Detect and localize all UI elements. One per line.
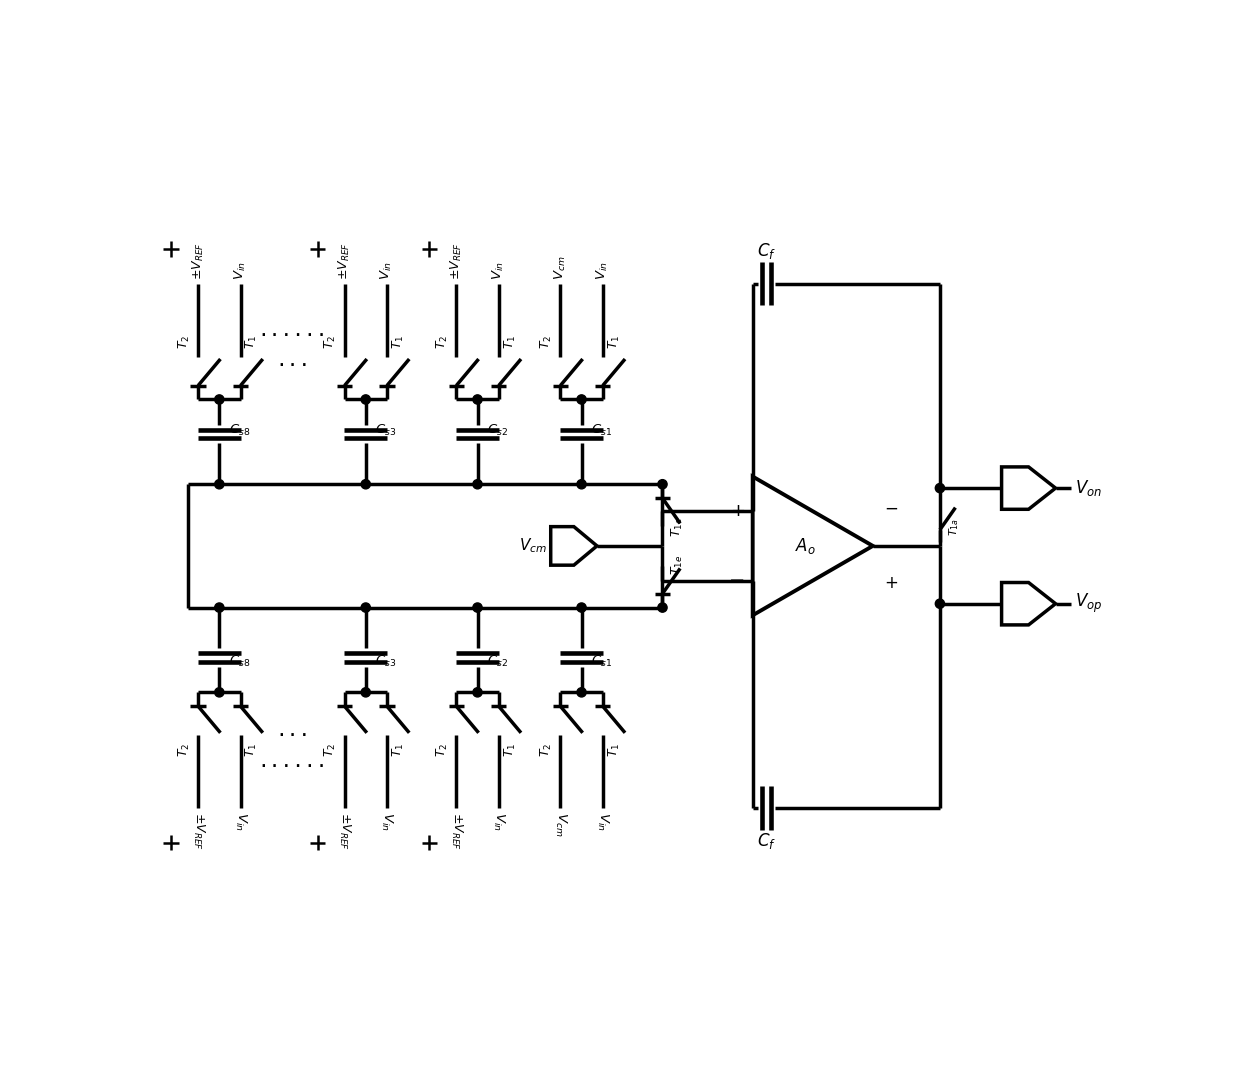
Text: +: + bbox=[884, 574, 898, 592]
Text: $V_{cm}$: $V_{cm}$ bbox=[553, 255, 568, 280]
Text: $T_{1a}$: $T_{1a}$ bbox=[947, 518, 961, 535]
Text: $A_o$: $A_o$ bbox=[795, 536, 816, 556]
Text: $V_{in}$: $V_{in}$ bbox=[233, 262, 248, 280]
Text: $C_{s1}$: $C_{s1}$ bbox=[590, 423, 611, 438]
Text: $C_f$: $C_f$ bbox=[756, 831, 776, 851]
Circle shape bbox=[472, 688, 482, 697]
Circle shape bbox=[215, 688, 224, 697]
Text: $V_{in}$: $V_{in}$ bbox=[379, 812, 394, 830]
Text: $T_2$: $T_2$ bbox=[322, 743, 339, 758]
Text: $V_{in}$: $V_{in}$ bbox=[595, 812, 610, 830]
Text: $T_{1e}$: $T_{1e}$ bbox=[670, 517, 686, 537]
Text: $T_1$: $T_1$ bbox=[502, 334, 517, 349]
Text: $V_{in}$: $V_{in}$ bbox=[379, 262, 394, 280]
Text: $V_{on}$: $V_{on}$ bbox=[1075, 478, 1102, 498]
Text: $T_2$: $T_2$ bbox=[538, 334, 554, 349]
Text: $T_2$: $T_2$ bbox=[322, 334, 339, 349]
Text: $T_2$: $T_2$ bbox=[176, 743, 192, 758]
Text: $T_2$: $T_2$ bbox=[538, 743, 554, 758]
Text: $T_2$: $T_2$ bbox=[176, 334, 192, 349]
Text: $C_{s2}$: $C_{s2}$ bbox=[487, 423, 507, 438]
Circle shape bbox=[577, 603, 587, 612]
Text: $\pm V_{REF}$: $\pm V_{REF}$ bbox=[449, 812, 464, 850]
Circle shape bbox=[361, 395, 371, 404]
Text: $V_{in}$: $V_{in}$ bbox=[233, 812, 248, 830]
Text: $V_{cm}$: $V_{cm}$ bbox=[553, 812, 568, 837]
Text: ......: ...... bbox=[257, 752, 327, 771]
Text: $V_{in}$: $V_{in}$ bbox=[491, 262, 506, 280]
Text: $V_{cm}$: $V_{cm}$ bbox=[520, 536, 547, 556]
Circle shape bbox=[577, 688, 587, 697]
Text: $V_{op}$: $V_{op}$ bbox=[1075, 592, 1102, 615]
Circle shape bbox=[472, 603, 482, 612]
Text: $T_1$: $T_1$ bbox=[606, 743, 621, 758]
Text: $V_{in}$: $V_{in}$ bbox=[491, 812, 506, 830]
Text: $\pm V_{REF}$: $\pm V_{REF}$ bbox=[449, 242, 464, 280]
Text: $C_{s8}$: $C_{s8}$ bbox=[228, 654, 250, 669]
Text: $T_1$: $T_1$ bbox=[391, 334, 405, 349]
Text: ...: ... bbox=[275, 721, 310, 740]
Circle shape bbox=[577, 480, 587, 489]
Text: $\pm V_{REF}$: $\pm V_{REF}$ bbox=[337, 242, 352, 280]
Text: $C_{s1}$: $C_{s1}$ bbox=[590, 654, 611, 669]
Text: $\pm V_{REF}$: $\pm V_{REF}$ bbox=[191, 242, 206, 280]
Circle shape bbox=[215, 603, 224, 612]
Circle shape bbox=[215, 395, 224, 404]
Circle shape bbox=[658, 603, 667, 612]
Text: $T_1$: $T_1$ bbox=[244, 743, 259, 758]
Text: $C_{s3}$: $C_{s3}$ bbox=[374, 423, 397, 438]
Text: +: + bbox=[730, 503, 745, 520]
Text: $C_{s2}$: $C_{s2}$ bbox=[487, 654, 507, 669]
Text: $T_1$: $T_1$ bbox=[606, 334, 621, 349]
Circle shape bbox=[658, 480, 667, 489]
Text: $V_{in}$: $V_{in}$ bbox=[595, 262, 610, 280]
Circle shape bbox=[361, 603, 371, 612]
Text: $C_{s3}$: $C_{s3}$ bbox=[374, 654, 397, 669]
Text: $T_1$: $T_1$ bbox=[502, 743, 517, 758]
Text: −: − bbox=[729, 571, 745, 590]
Text: $T_2$: $T_2$ bbox=[435, 334, 450, 349]
Circle shape bbox=[472, 480, 482, 489]
Text: ...: ... bbox=[275, 351, 310, 371]
Circle shape bbox=[472, 395, 482, 404]
Circle shape bbox=[935, 599, 945, 609]
Text: $T_{1e}$: $T_{1e}$ bbox=[670, 555, 686, 575]
Text: $T_2$: $T_2$ bbox=[435, 743, 450, 758]
Text: $\pm V_{REF}$: $\pm V_{REF}$ bbox=[337, 812, 352, 850]
Circle shape bbox=[935, 483, 945, 493]
Text: −: − bbox=[884, 499, 898, 518]
Circle shape bbox=[215, 480, 224, 489]
Circle shape bbox=[361, 688, 371, 697]
Text: $\pm V_{REF}$: $\pm V_{REF}$ bbox=[191, 812, 206, 850]
Text: $T_1$: $T_1$ bbox=[244, 334, 259, 349]
Text: $C_{s8}$: $C_{s8}$ bbox=[228, 423, 250, 438]
Text: ......: ...... bbox=[257, 321, 327, 339]
Circle shape bbox=[361, 480, 371, 489]
Text: $C_f$: $C_f$ bbox=[756, 241, 776, 261]
Text: $T_1$: $T_1$ bbox=[391, 743, 405, 758]
Circle shape bbox=[577, 395, 587, 404]
